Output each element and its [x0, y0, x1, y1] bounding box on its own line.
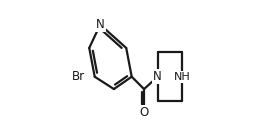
Text: O: O	[140, 106, 149, 119]
Text: N: N	[96, 18, 105, 31]
Text: N: N	[153, 70, 162, 83]
Text: Br: Br	[72, 70, 85, 83]
Text: NH: NH	[174, 72, 191, 82]
